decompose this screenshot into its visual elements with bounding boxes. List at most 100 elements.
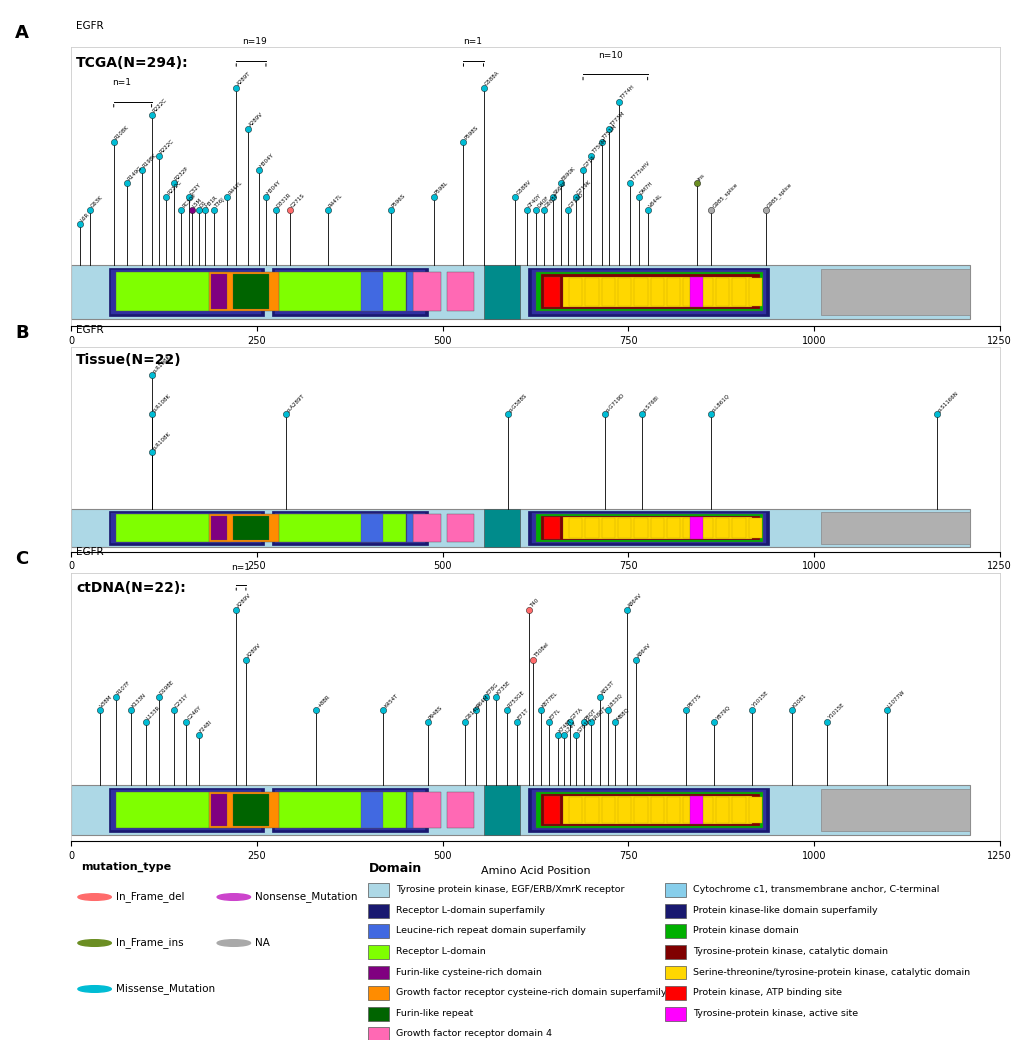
Bar [531, 513, 765, 543]
X-axis label: Amino Acid Position: Amino Acid Position [480, 866, 590, 877]
Text: A289T: A289T [236, 70, 252, 86]
Text: P596S: P596S [390, 193, 406, 209]
Text: Tyrosine protein kinase, EGF/ERB/XmrK receptor: Tyrosine protein kinase, EGF/ERB/XmrK re… [396, 885, 625, 894]
Bar [618, 277, 631, 306]
Text: T508el: T508el [533, 642, 549, 659]
Bar [108, 511, 264, 544]
Circle shape [77, 940, 111, 946]
Bar [413, 791, 441, 827]
Bar [368, 986, 388, 1001]
Bar [732, 518, 745, 538]
Text: F248I: F248I [199, 719, 213, 734]
Text: Protein kinase, ATP binding site: Protein kinase, ATP binding site [693, 988, 842, 997]
Bar [540, 274, 759, 309]
Bar [528, 511, 768, 544]
Text: A823T: A823T [599, 680, 615, 696]
Text: Missense_Mutation: Missense_Mutation [116, 984, 215, 994]
Bar [748, 277, 761, 306]
Text: L1077W: L1077W [886, 689, 905, 708]
Bar [274, 513, 425, 543]
Text: T775sHV: T775sHV [629, 161, 650, 182]
Text: Receptor L-domain superfamily: Receptor L-domain superfamily [396, 906, 545, 914]
Bar [368, 1028, 388, 1042]
Text: Domain: Domain [368, 862, 421, 875]
Text: +8BR: +8BR [316, 694, 331, 708]
Bar [543, 796, 559, 824]
Text: p.G719D: p.G719D [604, 392, 626, 413]
Text: A289V: A289V [248, 111, 264, 127]
Text: Protein kinase domain: Protein kinase domain [693, 926, 798, 935]
Text: n=1: n=1 [463, 37, 481, 46]
Text: A864V: A864V [627, 593, 642, 609]
Text: Growth factor receptor cysteine-rich domain superfamily: Growth factor receptor cysteine-rich dom… [396, 988, 666, 997]
Text: K748T: K748T [557, 718, 573, 734]
Text: P948S: P948S [427, 705, 443, 721]
Bar [536, 272, 762, 311]
Text: In_Frame_del: In_Frame_del [116, 891, 184, 903]
Bar [569, 518, 582, 538]
Text: p.R108K: p.R108K [152, 354, 171, 374]
Bar [634, 277, 647, 306]
Text: TCGA(N=294):: TCGA(N=294): [76, 56, 189, 69]
Bar [683, 518, 696, 538]
Bar [699, 277, 712, 306]
Bar [585, 518, 598, 538]
Bar [618, 518, 631, 538]
Text: D40F: D40F [536, 195, 549, 209]
Text: Tyrosine-protein kinase, catalytic domain: Tyrosine-protein kinase, catalytic domai… [693, 947, 888, 956]
Bar [634, 797, 647, 823]
Text: T774H: T774H [619, 84, 635, 100]
Bar [361, 514, 383, 541]
Text: C246Y: C246Y [186, 705, 202, 721]
Text: L833Q: L833Q [607, 693, 623, 708]
Bar [446, 514, 474, 541]
Text: Cytochrome c1, transmembrane anchor, C-terminal: Cytochrome c1, transmembrane anchor, C-t… [693, 885, 938, 894]
Bar [664, 1007, 685, 1021]
Bar [634, 518, 647, 538]
Bar [413, 272, 441, 311]
Text: NA: NA [255, 937, 270, 948]
Bar [664, 945, 685, 959]
Bar [715, 518, 729, 538]
Bar [209, 272, 302, 311]
Text: Tyrosine-protein kinase, active site: Tyrosine-protein kinase, active site [693, 1009, 858, 1017]
Text: L5M: L5M [192, 198, 203, 209]
Text: S781H: S781H [576, 717, 592, 734]
Text: G63K: G63K [90, 195, 104, 209]
Text: Protein kinase-like domain superfamily: Protein kinase-like domain superfamily [693, 906, 877, 914]
Bar [368, 945, 388, 959]
Text: K454T: K454T [383, 693, 398, 708]
Bar [233, 274, 269, 309]
Bar [484, 509, 520, 547]
Bar [361, 272, 383, 311]
Bar [111, 513, 261, 543]
Bar [368, 966, 388, 980]
Bar [699, 518, 712, 538]
Text: H304Y: H304Y [258, 152, 274, 168]
Text: E690K: E690K [560, 166, 576, 182]
Bar [274, 270, 425, 313]
Bar [666, 277, 680, 306]
Bar [484, 265, 520, 320]
Text: S664F: S664F [552, 180, 568, 195]
Text: Y879Q: Y879Q [713, 705, 730, 721]
Text: Furin-like repeat: Furin-like repeat [396, 1009, 473, 1017]
Bar [108, 268, 264, 315]
Bar [272, 787, 427, 831]
Text: T40: T40 [528, 598, 539, 609]
Text: R108K: R108K [113, 125, 129, 141]
Text: T751M: T751M [601, 124, 618, 141]
Bar [689, 276, 703, 307]
Text: EGFR: EGFR [76, 21, 104, 30]
Text: P8QT: P8QT [583, 707, 597, 721]
Text: R222C: R222C [152, 98, 168, 114]
Bar [111, 270, 261, 313]
Bar [820, 269, 969, 314]
Text: p.R108K: p.R108K [152, 431, 171, 451]
Text: Y1015E: Y1015E [751, 691, 769, 708]
Text: K735E: K735E [495, 680, 512, 696]
Text: D1: D1 [199, 200, 208, 209]
Text: L6R: L6R [79, 211, 91, 223]
Text: p.S1166N: p.S1166N [936, 390, 959, 413]
Bar [664, 925, 685, 939]
